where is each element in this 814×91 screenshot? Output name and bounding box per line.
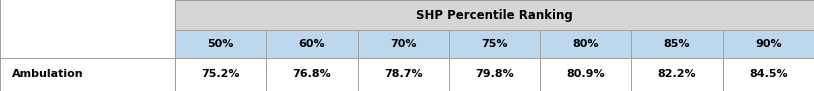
Bar [266,58,357,91]
Bar [357,58,449,91]
Bar [175,58,266,91]
Bar [266,30,357,58]
Text: 82.2%: 82.2% [658,69,697,79]
Text: 76.8%: 76.8% [292,69,331,79]
Bar [723,58,814,91]
Text: Ambulation: Ambulation [12,69,84,79]
Text: 78.7%: 78.7% [384,69,422,79]
Text: 84.5%: 84.5% [749,69,788,79]
Bar [723,30,814,58]
Bar [449,58,540,91]
Text: SHP Percentile Ranking: SHP Percentile Ranking [416,9,573,21]
Bar [175,0,814,30]
Bar [0,58,175,91]
Bar [449,30,540,58]
Bar [632,58,723,91]
Text: 60%: 60% [299,39,326,49]
Text: 80.9%: 80.9% [567,69,605,79]
Text: 80%: 80% [572,39,599,49]
Bar [540,30,632,58]
Text: 75%: 75% [481,39,508,49]
Text: 75.2%: 75.2% [201,69,240,79]
Text: 50%: 50% [208,39,234,49]
Text: 79.8%: 79.8% [475,69,514,79]
Text: 90%: 90% [755,39,781,49]
Text: 85%: 85% [664,39,690,49]
Text: 70%: 70% [390,39,417,49]
Bar [540,58,632,91]
Bar [357,30,449,58]
Bar [0,0,175,58]
Bar [175,30,266,58]
Bar [632,30,723,58]
